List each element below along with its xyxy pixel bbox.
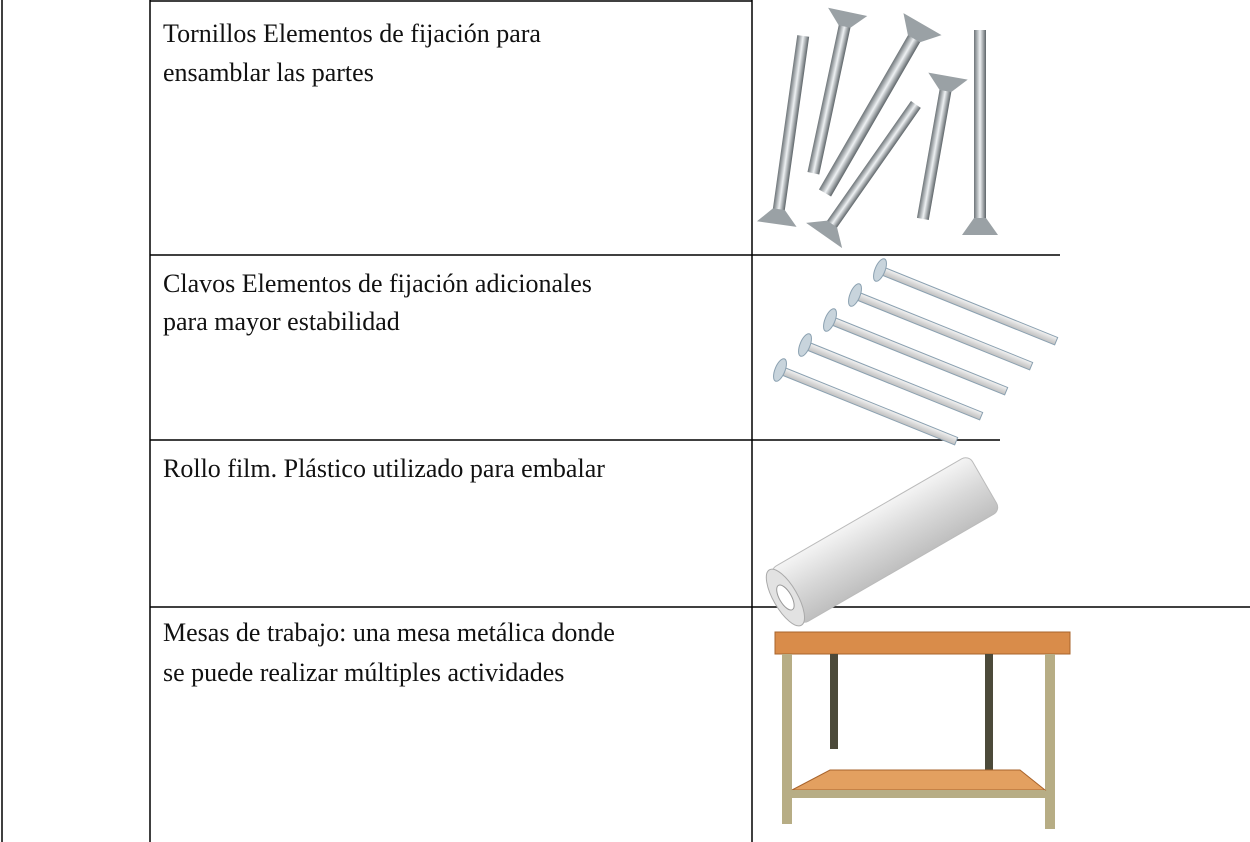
nails-image — [773, 258, 1059, 446]
item-text: ensamblar las partes — [163, 58, 374, 87]
item-text: Tornillos Elementos de fijación para — [163, 19, 541, 48]
screws-image — [756, 7, 998, 249]
workbench-image — [774, 631, 1071, 829]
item-text: para mayor estabilidad — [163, 307, 400, 336]
item-text: se puede realizar múltiples actividades — [163, 658, 565, 687]
item-text: Mesas de trabajo: una mesa metálica dond… — [163, 618, 615, 647]
item-text: Rollo film. Plástico utilizado para emba… — [163, 454, 605, 483]
item-text: Clavos Elementos de fijación adicionales — [163, 269, 592, 298]
film-roll-image — [765, 457, 999, 627]
